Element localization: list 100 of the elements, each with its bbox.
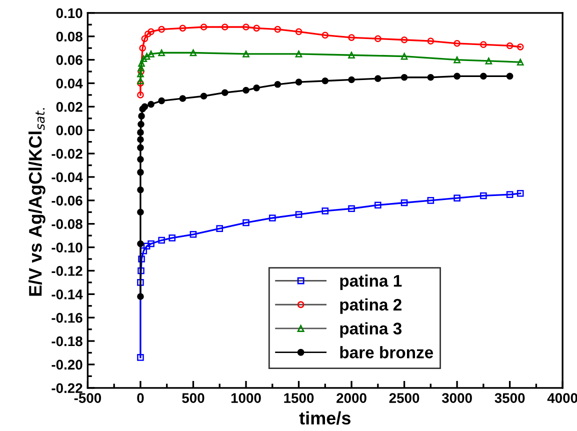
point	[427, 38, 434, 44]
point	[148, 50, 154, 58]
legend-label: patina 1	[340, 274, 402, 290]
y-tick-label: -0.14	[52, 289, 83, 300]
point	[168, 234, 176, 242]
y-tick-label: 0.00	[56, 125, 82, 136]
point	[137, 208, 144, 216]
point	[374, 75, 382, 82]
point	[322, 77, 329, 84]
point	[137, 77, 144, 84]
point	[148, 100, 154, 108]
point	[158, 236, 165, 244]
y-tick-label: -0.10	[52, 242, 82, 252]
point	[400, 36, 408, 44]
y-tick-label: -0.20	[52, 360, 82, 370]
y-tick-label: 0.08	[56, 32, 82, 42]
y-tick-label: 0.02	[56, 102, 82, 112]
point	[148, 240, 154, 248]
point	[138, 68, 144, 75]
point	[242, 50, 250, 58]
point	[138, 256, 145, 262]
point	[200, 24, 208, 30]
x-tick-label: 4000	[547, 393, 577, 403]
point	[139, 44, 146, 52]
point	[348, 52, 355, 59]
point	[253, 24, 260, 32]
point	[158, 97, 165, 104]
point	[158, 26, 165, 33]
y-tick-label: -0.04	[52, 172, 83, 182]
point	[140, 247, 148, 254]
x-tick-label: 1000	[231, 393, 261, 403]
point	[137, 80, 144, 87]
point	[516, 44, 524, 50]
legend-label: bare bronze	[340, 346, 434, 358]
point	[137, 240, 144, 248]
point	[253, 84, 260, 92]
y-tick-label: -0.02	[52, 148, 82, 159]
point	[190, 49, 197, 56]
point	[400, 74, 408, 81]
x-tick-label: 1500	[284, 393, 314, 403]
point	[454, 40, 460, 47]
point	[137, 168, 144, 176]
point	[322, 32, 329, 39]
x-tick-label: 500	[182, 393, 204, 403]
point	[454, 56, 460, 64]
point	[506, 42, 514, 50]
point	[137, 354, 144, 361]
point	[454, 194, 460, 202]
x-tick-label: 3500	[494, 393, 525, 403]
point	[480, 41, 487, 48]
point	[506, 191, 514, 198]
point	[295, 28, 302, 36]
point	[138, 267, 144, 274]
point	[138, 120, 144, 128]
point	[144, 30, 152, 38]
point	[138, 64, 144, 72]
point	[242, 219, 250, 226]
point	[179, 95, 186, 102]
point	[137, 279, 144, 286]
point	[348, 205, 355, 212]
y-tick-label: -0.12	[52, 266, 82, 276]
point	[221, 24, 228, 30]
point	[516, 58, 524, 66]
legend-label: patina 2	[340, 298, 402, 314]
point	[485, 58, 492, 64]
point	[480, 192, 487, 200]
point	[179, 24, 186, 32]
point	[427, 74, 434, 81]
y-tick-label: 0.10	[56, 8, 82, 18]
point	[274, 26, 282, 33]
point	[148, 28, 154, 36]
point	[348, 34, 355, 41]
point	[400, 199, 408, 206]
point	[221, 89, 228, 96]
x-tick-label: 3000	[442, 393, 472, 403]
point	[137, 156, 144, 163]
point	[137, 136, 144, 143]
point	[138, 60, 145, 67]
point	[516, 190, 524, 197]
y-tick-label: -0.18	[52, 336, 82, 346]
point	[374, 202, 382, 209]
y-tick-label: 0.06	[56, 55, 82, 65]
point	[506, 72, 514, 80]
point	[138, 112, 145, 120]
x-axis-title: time/s	[299, 411, 350, 425]
x-tick-label: 2500	[389, 393, 420, 403]
point	[137, 144, 144, 152]
y-tick-label: -0.06	[52, 196, 82, 206]
point	[348, 76, 355, 84]
point	[200, 92, 208, 100]
point	[295, 78, 302, 86]
point	[143, 52, 150, 60]
point	[400, 52, 408, 60]
y-tick-label: -0.08	[52, 219, 82, 230]
point	[141, 35, 148, 42]
point	[137, 293, 144, 300]
point	[137, 92, 144, 98]
point	[274, 81, 282, 88]
point	[137, 186, 144, 194]
y-tick-label: -0.16	[52, 312, 82, 323]
